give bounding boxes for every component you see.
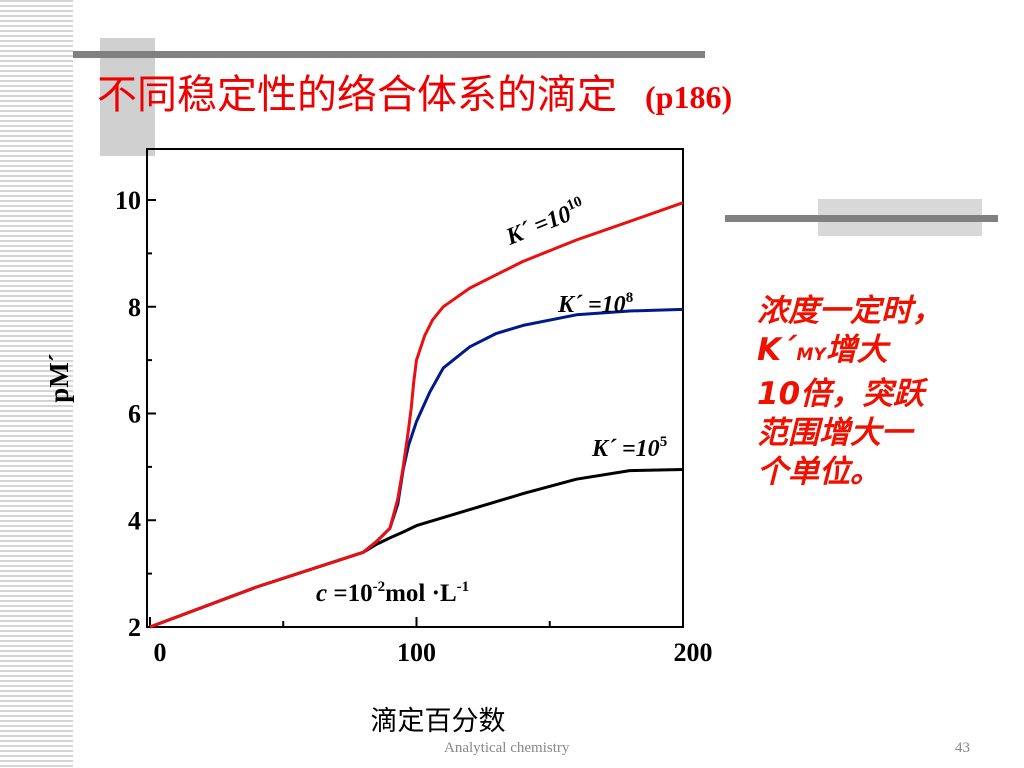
series-label-2: K´ =1010 xyxy=(501,194,589,251)
right-decoration-bar xyxy=(725,215,998,222)
concentration-annotation: c =10-2mol ·L-1 xyxy=(316,579,469,607)
y-tick-label-2: 2 xyxy=(128,613,141,642)
note-line4: 范围增大一 xyxy=(757,415,912,451)
x-tick-label-200: 200 xyxy=(674,638,713,667)
note-line3: 10倍，突跃 xyxy=(757,376,925,412)
x-tick-label-0: 0 xyxy=(154,638,167,667)
series-label-1: K´ =108 xyxy=(557,290,633,318)
xlabel: 滴定百分数 xyxy=(371,706,506,737)
y-tick-label-6: 6 xyxy=(128,400,141,429)
note-line2: K´MY增大 xyxy=(757,331,987,375)
left-stripe-decoration xyxy=(0,0,73,768)
page-number: 43 xyxy=(955,740,970,756)
annotation-sup: -2 xyxy=(373,579,386,595)
y-tick-label-10: 10 xyxy=(115,186,141,215)
x-tick-label-100: 100 xyxy=(397,638,436,667)
slide-title-text: 不同稳定性的络合体系的滴定 xyxy=(97,72,617,118)
series-label-base-1: K´ =10 xyxy=(557,292,626,318)
footer-text: Analytical chemistry xyxy=(444,740,570,756)
note-line5: 个单位。 xyxy=(757,454,881,490)
series-label-base-0: K´ =10 xyxy=(591,436,660,462)
series-line-2 xyxy=(149,201,684,629)
plot-frame xyxy=(146,148,684,628)
note-line1: 浓度一定时， xyxy=(757,293,943,329)
series-label-exp-1: 8 xyxy=(626,290,634,306)
note-k: K´ xyxy=(757,332,797,368)
series-label-exp-2: 10 xyxy=(565,194,585,214)
series-label-exp-0: 5 xyxy=(660,434,668,450)
annotation-unit: mol ·L xyxy=(385,580,457,607)
series-label-0: K´ =105 xyxy=(591,434,667,462)
slide-title: 不同稳定性的络合体系的滴定 (p186) xyxy=(97,68,732,124)
title-decoration-bar xyxy=(73,51,705,58)
y-tick-label-4: 4 xyxy=(128,506,141,535)
slide-title-ref: (p186) xyxy=(645,79,733,115)
annotation-unit-sup: -1 xyxy=(457,579,470,595)
note-k-sub: MY xyxy=(796,345,826,365)
note-text: 浓度一定时， K´MY增大 10倍，突跃 范围增大一 个单位。 xyxy=(757,292,987,492)
note-line2-rest: 增大 xyxy=(825,332,888,368)
annotation-italic: c xyxy=(316,580,327,607)
y-tick-label-8: 8 xyxy=(128,293,141,322)
ylabel: pM´ xyxy=(44,353,74,403)
annotation-text: =10 xyxy=(327,580,373,607)
